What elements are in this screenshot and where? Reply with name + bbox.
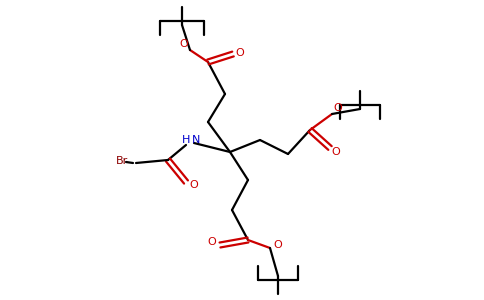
Text: O: O [236, 48, 244, 58]
Text: O: O [333, 103, 342, 113]
Text: H: H [182, 135, 190, 145]
Text: O: O [180, 39, 188, 49]
Text: Br: Br [116, 156, 128, 166]
Text: O: O [208, 237, 216, 247]
Text: O: O [332, 147, 340, 157]
Text: O: O [190, 180, 198, 190]
Text: N: N [192, 135, 200, 145]
Text: O: O [273, 240, 282, 250]
